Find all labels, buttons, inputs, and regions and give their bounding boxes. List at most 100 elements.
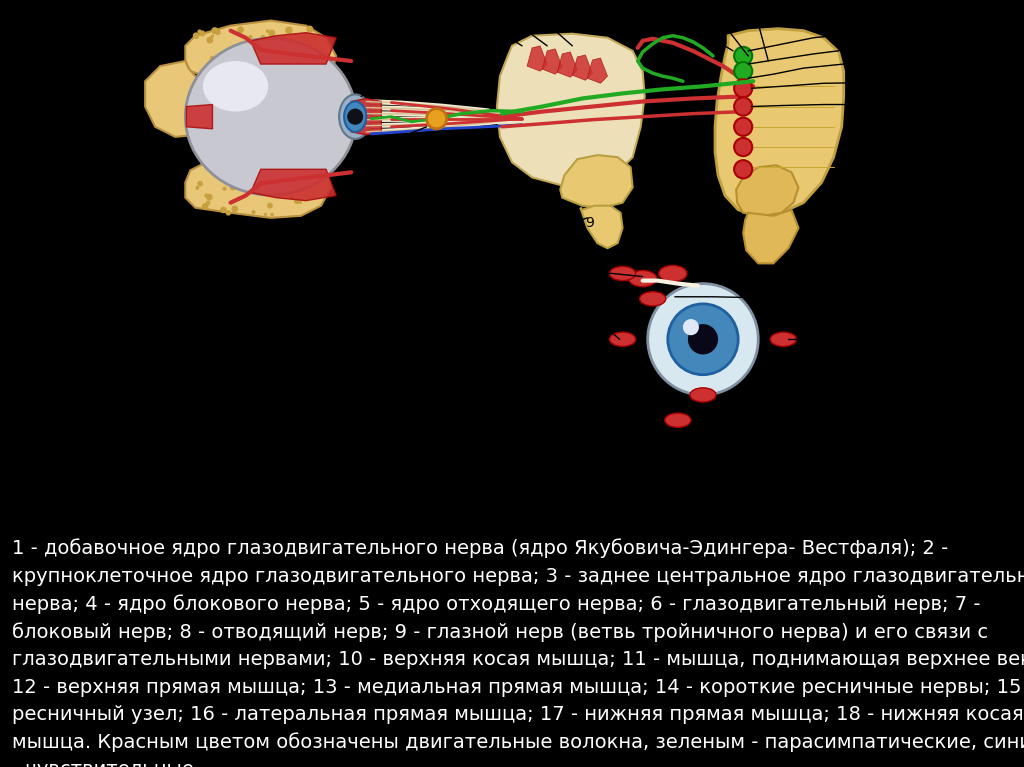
Text: 16: 16: [408, 504, 425, 518]
Circle shape: [299, 200, 302, 204]
Circle shape: [229, 54, 237, 61]
Circle shape: [347, 109, 364, 125]
Text: 5: 5: [890, 97, 899, 111]
Circle shape: [264, 212, 267, 216]
Circle shape: [306, 25, 313, 33]
Text: 18: 18: [189, 504, 207, 518]
Circle shape: [234, 62, 243, 70]
Circle shape: [734, 47, 753, 65]
Circle shape: [198, 181, 203, 186]
Circle shape: [688, 324, 718, 354]
Text: 9: 9: [585, 216, 594, 230]
Polygon shape: [145, 61, 211, 137]
Circle shape: [297, 179, 302, 184]
Circle shape: [267, 62, 270, 65]
Circle shape: [734, 138, 753, 156]
Circle shape: [295, 171, 301, 176]
Circle shape: [229, 185, 236, 190]
Circle shape: [253, 191, 256, 195]
Circle shape: [287, 166, 291, 170]
Text: 1: 1: [683, 8, 692, 22]
Ellipse shape: [770, 332, 797, 347]
Polygon shape: [560, 155, 633, 208]
Polygon shape: [588, 58, 607, 84]
Polygon shape: [542, 49, 562, 74]
Text: 8: 8: [482, 8, 492, 22]
Circle shape: [289, 168, 292, 171]
Text: 7: 7: [513, 8, 521, 22]
Circle shape: [265, 62, 269, 66]
Text: 18: 18: [501, 416, 517, 430]
Circle shape: [202, 203, 209, 209]
Text: 12: 12: [886, 292, 902, 305]
Circle shape: [225, 210, 231, 216]
Circle shape: [276, 193, 283, 198]
Circle shape: [206, 200, 211, 206]
Polygon shape: [351, 98, 381, 135]
Circle shape: [206, 193, 213, 200]
Circle shape: [239, 56, 246, 63]
Polygon shape: [581, 206, 623, 249]
Circle shape: [236, 56, 242, 62]
Circle shape: [269, 30, 275, 35]
Circle shape: [230, 173, 236, 179]
Circle shape: [269, 55, 272, 58]
Ellipse shape: [640, 291, 666, 306]
Circle shape: [200, 31, 206, 37]
Ellipse shape: [665, 413, 691, 427]
Ellipse shape: [658, 265, 687, 281]
Polygon shape: [186, 104, 212, 129]
Circle shape: [285, 27, 293, 34]
Text: 16: 16: [886, 333, 902, 346]
Circle shape: [427, 109, 446, 129]
Circle shape: [288, 183, 293, 188]
Circle shape: [291, 177, 296, 183]
Text: 10: 10: [307, 8, 325, 22]
Circle shape: [239, 163, 242, 167]
Circle shape: [215, 29, 221, 35]
Text: 4: 4: [890, 74, 899, 88]
Circle shape: [734, 97, 753, 116]
Ellipse shape: [629, 271, 656, 287]
Circle shape: [217, 67, 221, 71]
Circle shape: [312, 35, 316, 40]
Circle shape: [256, 44, 259, 47]
Polygon shape: [251, 170, 336, 201]
Ellipse shape: [203, 61, 268, 112]
Circle shape: [734, 117, 753, 136]
Text: 11: 11: [886, 270, 902, 283]
Circle shape: [205, 67, 212, 73]
Ellipse shape: [609, 332, 636, 347]
Circle shape: [260, 35, 266, 41]
Text: 9: 9: [498, 504, 507, 518]
Polygon shape: [527, 46, 547, 71]
Circle shape: [219, 176, 223, 179]
Circle shape: [734, 79, 753, 97]
Circle shape: [231, 206, 239, 212]
Circle shape: [272, 54, 279, 61]
Polygon shape: [251, 33, 336, 64]
Circle shape: [267, 185, 270, 189]
Circle shape: [734, 62, 753, 81]
Text: 2: 2: [719, 8, 727, 22]
Circle shape: [238, 26, 244, 33]
Circle shape: [222, 186, 226, 191]
Text: 3: 3: [890, 54, 899, 68]
Circle shape: [229, 64, 236, 70]
Circle shape: [229, 45, 238, 53]
Polygon shape: [736, 165, 799, 216]
Circle shape: [250, 161, 254, 165]
Polygon shape: [557, 52, 578, 77]
Circle shape: [196, 186, 200, 190]
Text: 13: 13: [400, 59, 418, 73]
Polygon shape: [497, 34, 645, 187]
Circle shape: [268, 30, 275, 37]
Circle shape: [294, 60, 298, 64]
Text: 15: 15: [357, 504, 375, 518]
Circle shape: [276, 66, 285, 74]
Ellipse shape: [185, 38, 356, 195]
Circle shape: [267, 202, 272, 209]
Polygon shape: [715, 28, 844, 216]
Circle shape: [222, 50, 228, 57]
Text: 11: 11: [337, 8, 355, 22]
